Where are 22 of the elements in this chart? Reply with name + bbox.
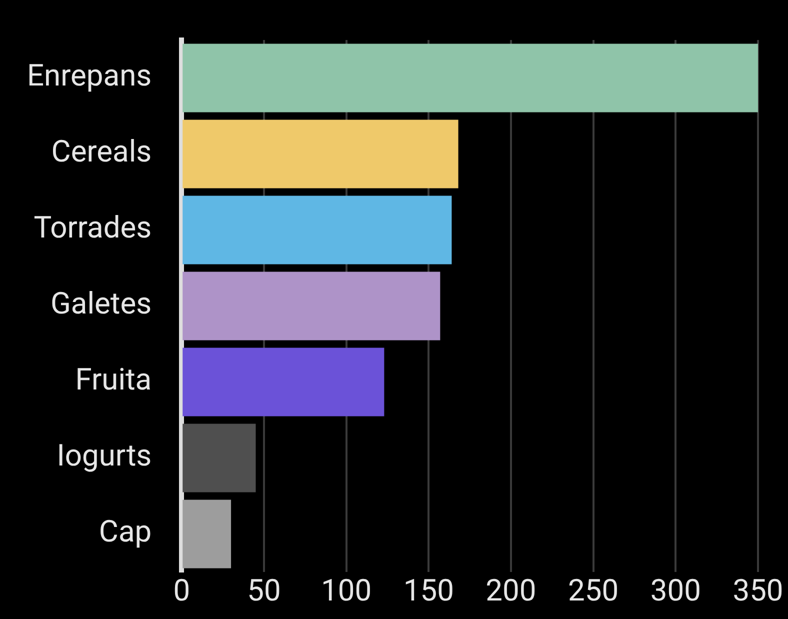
y-tick-label: Torrades <box>34 210 152 246</box>
x-tick-label: 250 <box>568 574 619 608</box>
bar <box>182 500 232 568</box>
x-tick-label: 150 <box>403 574 454 608</box>
y-tick-label: Iogurts <box>56 438 152 474</box>
x-tick-label: 350 <box>732 574 784 608</box>
y-tick-label: Cap <box>98 514 152 550</box>
bar <box>182 348 384 416</box>
bar <box>182 44 758 112</box>
bar <box>182 120 458 188</box>
x-tick-label: 0 <box>173 574 190 608</box>
x-tick-label: 50 <box>247 574 281 608</box>
x-tick-label: 300 <box>650 574 701 608</box>
bar <box>182 424 256 492</box>
y-tick-label: Cereals <box>51 134 152 170</box>
y-tick-label: Galetes <box>50 286 152 322</box>
y-tick-label: Fruita <box>75 362 152 398</box>
bar <box>182 272 440 340</box>
x-tick-label: 200 <box>486 574 536 608</box>
y-tick-label: Enrepans <box>26 58 152 94</box>
x-tick-label: 100 <box>321 574 372 608</box>
bar <box>182 196 452 264</box>
